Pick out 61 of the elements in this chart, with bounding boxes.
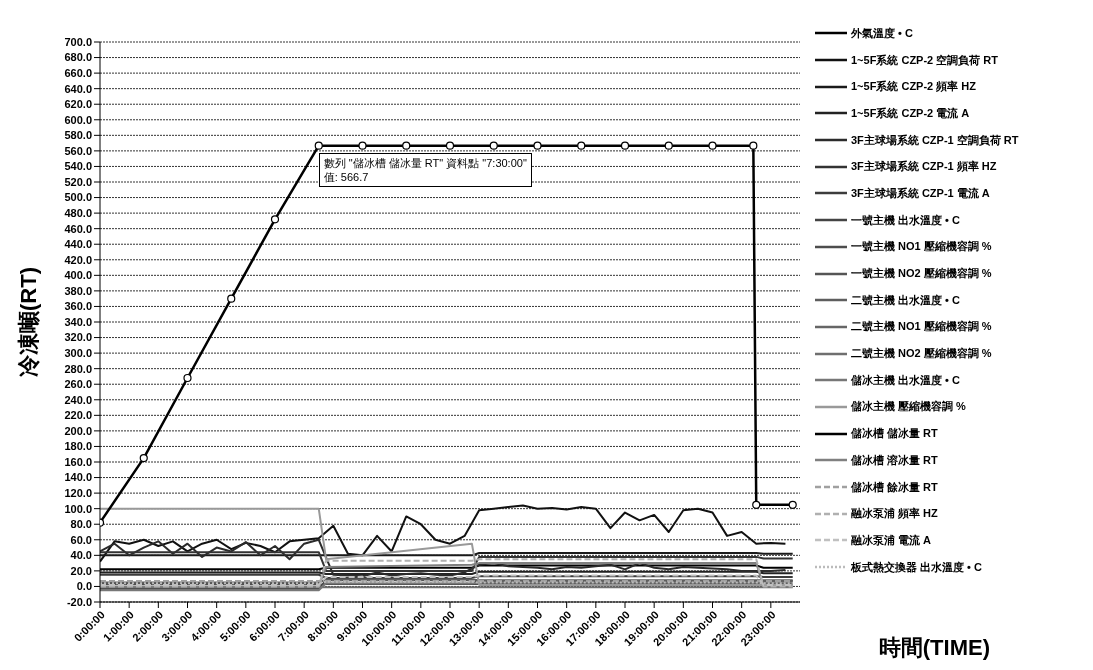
- y-tick-label: 140.0: [64, 471, 92, 484]
- y-tick-label: 620.0: [64, 98, 92, 111]
- legend-label: 儲冰槽 餘冰量 RT: [851, 479, 938, 495]
- y-tick-label: 360.0: [64, 300, 92, 313]
- y-axis-title: 冷凍噸(RT): [15, 267, 41, 377]
- y-tick-label: 640.0: [64, 82, 92, 95]
- y-tick-label: 0.0: [76, 580, 92, 593]
- y-tick-label: 680.0: [64, 51, 92, 64]
- y-tick-label: 660.0: [64, 67, 92, 80]
- y-tick-label: 80.0: [70, 518, 92, 531]
- legend-label: 一號主機 NO2 壓縮機容調 %: [851, 266, 992, 282]
- y-tick-label: 220.0: [64, 409, 92, 422]
- annotation: 數列 "儲冰槽 儲冰量 RT" 資料點 "7:30:00" 值: 566.7: [323, 155, 527, 184]
- y-tick-label: 500.0: [64, 191, 92, 204]
- y-tick-label: 460.0: [64, 222, 92, 235]
- y-tick-label: 520.0: [64, 175, 92, 188]
- legend-label: 1~5F系統 CZP-2 頻率 HZ: [851, 79, 976, 95]
- y-tick-label: 600.0: [64, 113, 92, 126]
- x-axis-title: 時間(TIME): [878, 635, 990, 660]
- legend-label: 二號主機 NO2 壓縮機容調 %: [851, 346, 992, 362]
- y-tick-label: 280.0: [64, 362, 92, 375]
- legend-label: 板式熱交換器 出水溫度 • C: [851, 559, 982, 575]
- legend-label: 儲冰主機 壓縮機容調 %: [851, 399, 966, 415]
- legend-label: 3F主球場系統 CZP-1 空調負荷 RT: [851, 132, 1019, 148]
- legend-label: 一號主機 NO1 壓縮機容調 %: [851, 239, 992, 255]
- legend-label: 二號主機 出水溫度 • C: [851, 292, 960, 308]
- y-tick-label: 480.0: [64, 207, 92, 220]
- legend-label: 儲冰主機 出水溫度 • C: [851, 372, 960, 388]
- legend-label: 融冰泵浦 頻率 HZ: [851, 506, 938, 522]
- y-tick-label: -20.0: [66, 595, 92, 608]
- y-tick-label: 400.0: [64, 269, 92, 282]
- legend-label: 1~5F系統 CZP-2 空調負荷 RT: [851, 52, 998, 68]
- y-tick-label: 580.0: [64, 129, 92, 142]
- y-tick-label: 540.0: [64, 160, 92, 173]
- y-tick-label: 40.0: [70, 549, 92, 562]
- legend-label: 1~5F系統 CZP-2 電流 A: [851, 105, 970, 121]
- y-tick-label: 100.0: [64, 502, 92, 515]
- y-tick-label: 700.0: [64, 35, 92, 48]
- legend-label: 3F主球場系統 CZP-1 電流 A: [851, 185, 990, 201]
- y-tick-label: 380.0: [64, 284, 92, 297]
- legend-label: 一號主機 出水溫度 • C: [851, 212, 960, 228]
- y-tick-label: 420.0: [64, 253, 92, 266]
- y-tick-label: 20.0: [70, 564, 92, 577]
- legend-label: 二號主機 NO1 壓縮機容調 %: [851, 319, 992, 335]
- y-tick-label: 260.0: [64, 378, 92, 391]
- y-tick-label: 300.0: [64, 347, 92, 360]
- y-tick-label: 240.0: [64, 393, 92, 406]
- legend-label: 儲冰槽 溶冰量 RT: [851, 452, 938, 468]
- y-tick-label: 560.0: [64, 144, 92, 157]
- y-tick-label: 320.0: [64, 331, 92, 344]
- y-tick-label: 440.0: [64, 238, 92, 251]
- y-tick-label: 160.0: [64, 455, 92, 468]
- y-tick-label: 60.0: [70, 533, 92, 546]
- legend-label: 3F主球場系統 CZP-1 頻率 HZ: [851, 159, 997, 175]
- y-tick-label: 200.0: [64, 424, 92, 437]
- legend-label: 融冰泵浦 電流 A: [851, 532, 932, 548]
- y-tick-label: 120.0: [64, 487, 92, 500]
- legend-label: 外氣溫度 • C: [851, 25, 913, 41]
- y-tick-label: 180.0: [64, 440, 92, 453]
- legend-label: 儲冰槽 儲冰量 RT: [851, 426, 938, 442]
- y-tick-label: 340.0: [64, 315, 92, 328]
